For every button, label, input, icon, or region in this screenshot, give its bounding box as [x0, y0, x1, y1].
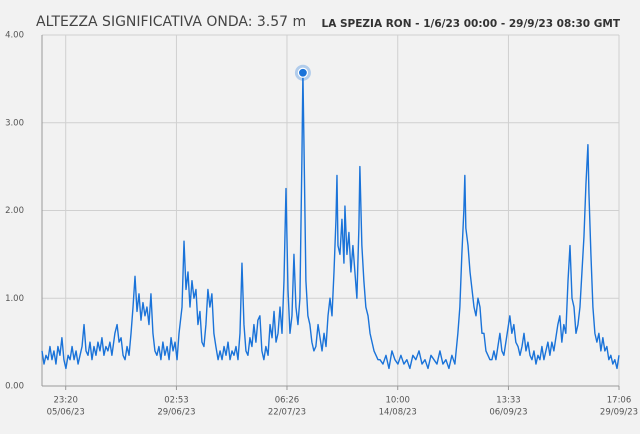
x-tick-label: 17:06 [607, 396, 632, 406]
x-tick-date: 29/09/23 [600, 408, 638, 418]
chart-title: ALTEZZA SIGNIFICATIVA ONDA: 3.57 m [36, 14, 306, 30]
x-tick-label: 23:20 [53, 396, 78, 406]
x-tick-label: 02:53 [164, 396, 189, 406]
x-tick-date: 05/06/23 [47, 408, 85, 418]
y-tick-label: 2.00 [5, 206, 24, 216]
marker-point [297, 67, 309, 78]
x-tick-date: 29/06/23 [157, 408, 195, 418]
y-tick-label: 4.00 [5, 31, 24, 41]
x-tick-date: 14/08/23 [379, 408, 417, 418]
y-tick-label: 0.00 [5, 382, 24, 392]
x-tick-date: 06/09/23 [489, 408, 527, 418]
x-tick-date: 22/07/23 [268, 408, 306, 418]
x-tick-label: 13:33 [496, 396, 521, 406]
chart-subtitle: LA SPEZIA RON - 1/6/23 00:00 - 29/9/23 0… [322, 18, 621, 30]
y-tick-label: 1.00 [5, 294, 24, 304]
x-tick-label: 10:00 [385, 396, 410, 406]
y-tick-label: 3.00 [5, 118, 24, 128]
x-tick-label: 06:26 [275, 396, 300, 406]
series-line [41, 72, 620, 370]
